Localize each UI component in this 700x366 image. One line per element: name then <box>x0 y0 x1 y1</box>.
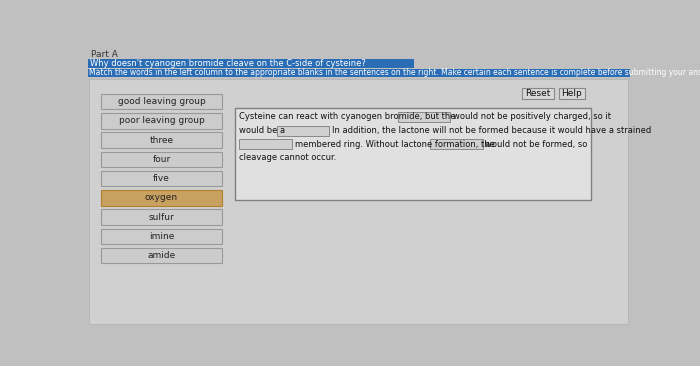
Bar <box>102 94 222 109</box>
Bar <box>234 108 592 200</box>
Text: Part A: Part A <box>90 50 118 59</box>
Bar <box>88 68 630 77</box>
Bar <box>102 113 222 128</box>
Text: oxygen: oxygen <box>145 193 178 202</box>
Text: Help: Help <box>561 89 582 98</box>
Text: imine: imine <box>149 232 174 241</box>
Bar <box>276 126 329 135</box>
Bar <box>559 88 585 98</box>
Bar <box>102 229 222 244</box>
Bar <box>522 88 554 98</box>
Text: Match the words in the left column to the appropriate blanks in the sentences on: Match the words in the left column to th… <box>89 68 700 77</box>
Text: Cysteine can react with cyanogen bromide, but the: Cysteine can react with cyanogen bromide… <box>239 112 456 121</box>
Text: would be a: would be a <box>239 126 286 135</box>
Bar <box>102 152 222 167</box>
Bar <box>89 79 629 324</box>
Text: would not be positively charged, so it: would not be positively charged, so it <box>452 112 610 121</box>
Text: Reset: Reset <box>525 89 550 98</box>
Bar <box>239 139 292 149</box>
Text: three: three <box>150 136 174 145</box>
Text: cleavage cannot occur.: cleavage cannot occur. <box>239 153 337 163</box>
Text: Why doesn't cyanogen bromide cleave on the C-side of cysteine?: Why doesn't cyanogen bromide cleave on t… <box>90 59 365 68</box>
Bar <box>430 139 483 149</box>
Text: In addition, the lactone will not be formed because it would have a strained: In addition, the lactone will not be for… <box>332 126 652 135</box>
Bar <box>102 209 222 225</box>
Bar <box>102 190 222 206</box>
Bar <box>102 132 222 148</box>
Bar <box>398 112 450 122</box>
Bar <box>88 59 414 68</box>
Text: amide: amide <box>148 251 176 260</box>
Bar <box>102 248 222 264</box>
Bar <box>102 171 222 186</box>
Text: good leaving group: good leaving group <box>118 97 205 106</box>
Text: four: four <box>153 155 171 164</box>
Text: would not be formed, so: would not be formed, so <box>485 139 587 149</box>
Text: membered ring. Without lactone formation, the: membered ring. Without lactone formation… <box>295 139 495 149</box>
Text: sulfur: sulfur <box>148 213 174 222</box>
Text: poor leaving group: poor leaving group <box>118 116 204 126</box>
Text: five: five <box>153 174 170 183</box>
